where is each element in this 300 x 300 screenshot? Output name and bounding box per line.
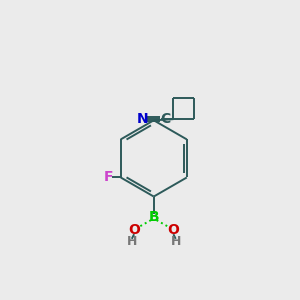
Text: B: B (148, 210, 159, 224)
Text: O: O (167, 223, 179, 237)
Text: O: O (128, 223, 140, 237)
Text: N: N (136, 112, 148, 126)
Text: H: H (127, 235, 137, 248)
Text: F: F (103, 170, 113, 184)
Text: C: C (160, 112, 170, 126)
Text: H: H (170, 235, 181, 248)
